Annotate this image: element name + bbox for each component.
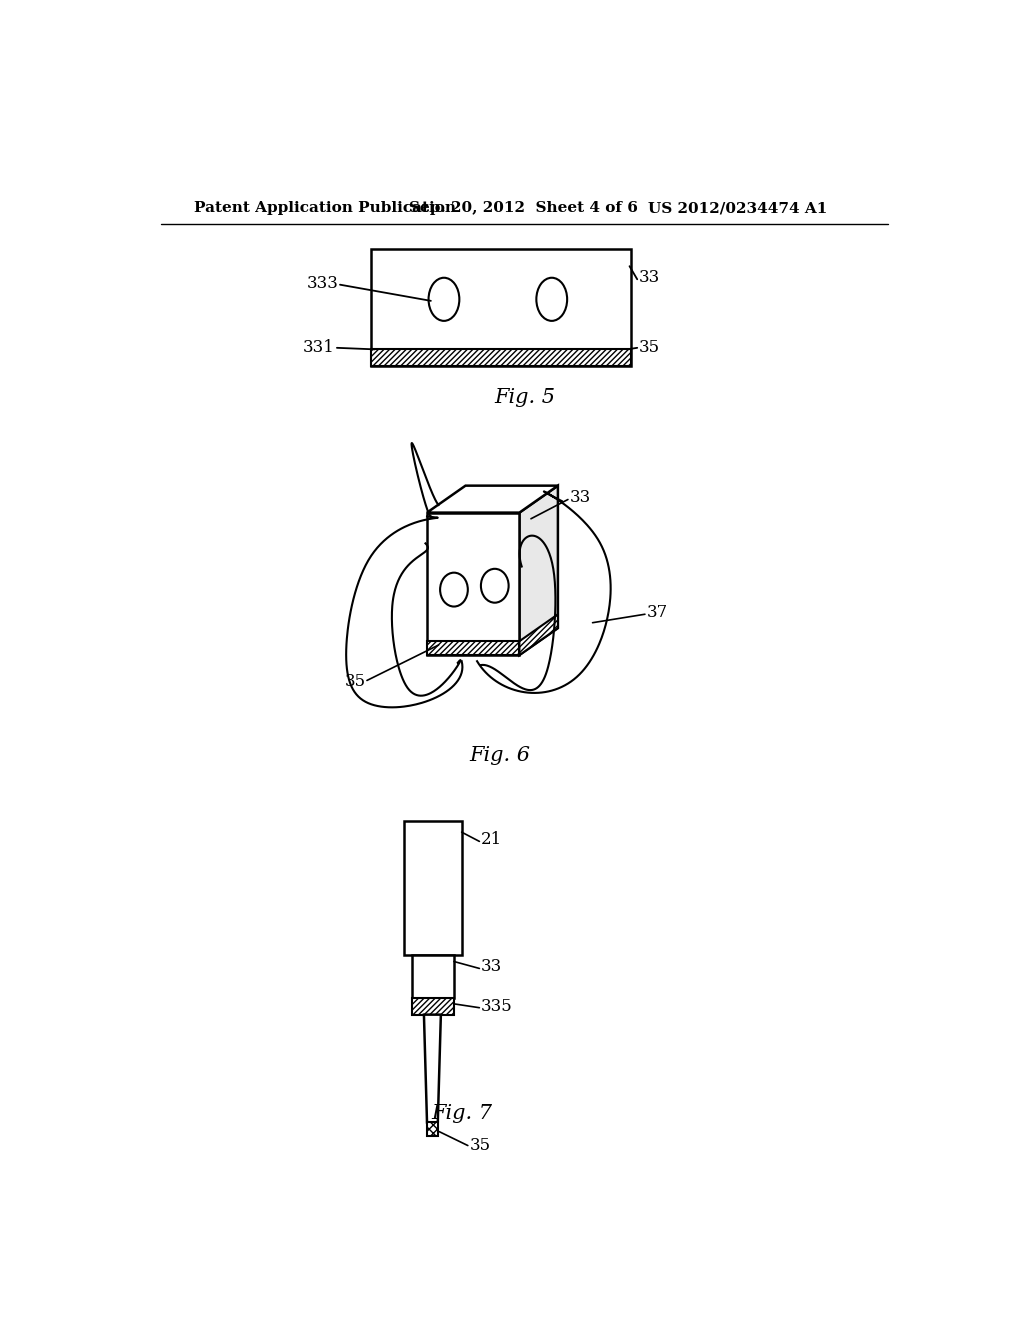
Text: 35: 35 <box>639 338 659 355</box>
Text: Fig. 5: Fig. 5 <box>495 388 555 407</box>
Text: 33: 33 <box>481 958 502 975</box>
Text: 33: 33 <box>569 488 591 506</box>
Polygon shape <box>519 614 558 655</box>
Ellipse shape <box>481 569 509 603</box>
Polygon shape <box>427 486 558 512</box>
Bar <box>427 642 519 655</box>
Text: Fig. 6: Fig. 6 <box>470 746 530 764</box>
Ellipse shape <box>429 277 460 321</box>
Bar <box>371 249 631 366</box>
Polygon shape <box>424 1015 441 1122</box>
Text: 21: 21 <box>481 832 502 849</box>
Polygon shape <box>519 486 558 655</box>
Bar <box>412 998 454 1015</box>
Text: 35: 35 <box>344 673 366 690</box>
Text: 33: 33 <box>639 269 660 286</box>
Ellipse shape <box>440 573 468 607</box>
Bar <box>427 512 519 655</box>
Text: 35: 35 <box>469 1137 490 1154</box>
Text: Patent Application Publication: Patent Application Publication <box>194 202 456 215</box>
Text: 333: 333 <box>306 275 339 292</box>
Text: 331: 331 <box>303 338 335 355</box>
Text: Fig. 7: Fig. 7 <box>431 1104 493 1123</box>
Ellipse shape <box>537 277 567 321</box>
Text: US 2012/0234474 A1: US 2012/0234474 A1 <box>648 202 827 215</box>
Bar <box>371 350 631 367</box>
Bar <box>427 1122 438 1137</box>
Bar <box>412 956 454 998</box>
Text: 37: 37 <box>646 605 668 622</box>
Bar <box>403 821 462 956</box>
Text: Sep. 20, 2012  Sheet 4 of 6: Sep. 20, 2012 Sheet 4 of 6 <box>410 202 638 215</box>
Text: 335: 335 <box>481 998 513 1015</box>
